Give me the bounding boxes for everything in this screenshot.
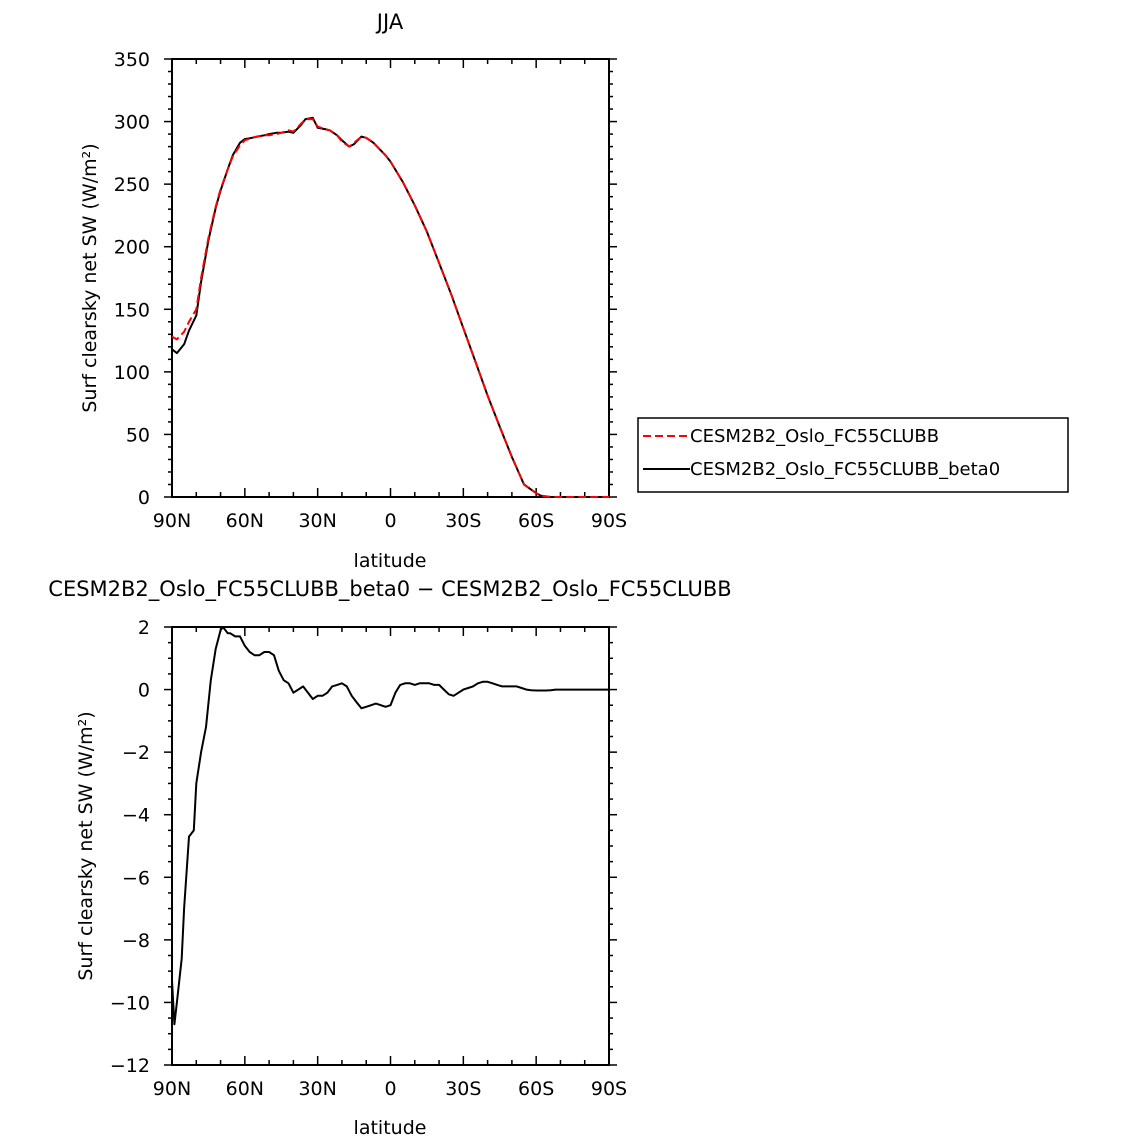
- top-y-axis-label: Surf clearsky net SW (W/m²): [79, 143, 101, 412]
- bottom-x-axis-label: latitude: [354, 1117, 427, 1139]
- bottom-x-tick-label: 90N: [153, 1078, 191, 1100]
- top-tick-labels: 90N 60N 30N 0 30S 60S 90S 0 50 100 150 200 250 300 350: [114, 49, 627, 532]
- top-y-tick-label: 200: [114, 237, 150, 259]
- bottom-tick-labels: 90N 60N 30N 0 30S 60S 90S −12 −10 −8 −6 −4 −2 0 2: [110, 617, 627, 1100]
- bottom-y-tick-label: −2: [122, 742, 150, 764]
- top-y-tick-label: 350: [114, 49, 150, 71]
- top-chart-title: JJA: [375, 10, 404, 34]
- top-series-lines: [171, 116, 609, 498]
- bottom-x-tick-label: 60S: [518, 1078, 554, 1100]
- legend-label-series-2: CESM2B2_Oslo_FC55CLUBB_beta0: [690, 459, 1000, 480]
- bottom-y-tick-label: −12: [110, 1055, 150, 1077]
- bottom-y-axis-label: Surf clearsky net SW (W/m²): [75, 711, 97, 980]
- top-chart: JJA 90N 60N 30N 0 30S 60S 90S 0 50 100 150 200 250 30…: [79, 10, 627, 572]
- bottom-x-tick-label: 60N: [226, 1078, 264, 1100]
- top-y-tick-label: 0: [138, 487, 150, 509]
- top-ticks: [164, 58, 617, 498]
- bottom-chart-title: CESM2B2_Oslo_FC55CLUBB_beta0 − CESM2B2_O…: [48, 577, 731, 602]
- top-x-tick-label: 60S: [518, 510, 554, 532]
- bottom-y-tick-label: 0: [138, 680, 150, 702]
- bottom-x-tick-label: 30N: [298, 1078, 336, 1100]
- top-x-tick-label: 0: [384, 510, 396, 532]
- bottom-series-lines: [171, 626, 609, 1026]
- legend: CESM2B2_Oslo_FC55CLUBB CESM2B2_Oslo_FC55…: [637, 417, 1069, 493]
- legend-label-series-1: CESM2B2_Oslo_FC55CLUBB: [690, 426, 939, 447]
- bottom-chart: CESM2B2_Oslo_FC55CLUBB_beta0 − CESM2B2_O…: [48, 577, 731, 1139]
- top-x-tick-label: 90S: [591, 510, 627, 532]
- bottom-ticks: [164, 626, 617, 1066]
- bottom-y-tick-label: 2: [138, 617, 150, 639]
- bottom-x-tick-label: 30S: [445, 1078, 481, 1100]
- top-x-tick-label: 30N: [298, 510, 336, 532]
- bottom-x-tick-label: 0: [384, 1078, 396, 1100]
- top-x-tick-label: 30S: [445, 510, 481, 532]
- top-x-axis-label: latitude: [354, 550, 427, 572]
- bottom-y-tick-label: −6: [122, 867, 150, 889]
- legend-box: [637, 417, 1069, 493]
- top-x-tick-label: 90N: [153, 510, 191, 532]
- top-y-tick-label: 50: [126, 424, 150, 446]
- bottom-y-tick-label: −10: [110, 992, 150, 1014]
- bottom-series-line-1: [171, 626, 609, 1026]
- bottom-y-tick-label: −8: [122, 930, 150, 952]
- top-y-tick-label: 100: [114, 362, 150, 384]
- top-plot-frame: [171, 58, 610, 498]
- top-series-line-1: [171, 118, 609, 498]
- top-y-tick-label: 250: [114, 174, 150, 196]
- bottom-plot-frame: [171, 626, 610, 1066]
- top-x-tick-label: 60N: [226, 510, 264, 532]
- bottom-x-tick-label: 90S: [591, 1078, 627, 1100]
- top-series-line-2: [171, 116, 609, 498]
- top-y-tick-label: 150: [114, 299, 150, 321]
- bottom-y-tick-label: −4: [122, 805, 150, 827]
- top-y-tick-label: 300: [114, 112, 150, 134]
